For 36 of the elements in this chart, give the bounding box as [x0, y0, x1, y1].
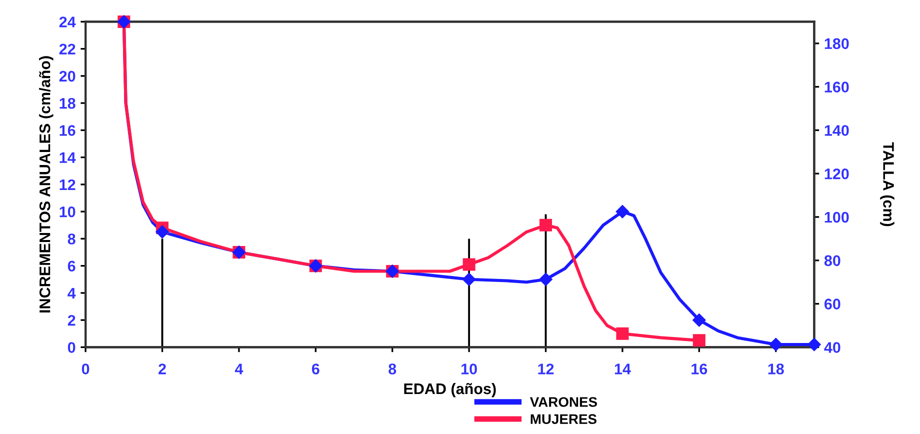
legend-label: VARONES [530, 397, 597, 407]
y-tick-label: 12 [60, 179, 76, 190]
x-tick-label: 0 [82, 364, 90, 374]
x-axis-title: EDAD (años) [404, 382, 496, 398]
y2-tick-label: 140 [824, 125, 849, 136]
y-tick-label: 22 [59, 44, 76, 54]
x-tick-label: 10 [462, 364, 477, 374]
y-tick-label: 14 [60, 152, 76, 163]
x-tick-label: 4 [234, 364, 244, 374]
y-tick-label: 6 [68, 260, 76, 272]
x-tick-label: 14 [614, 364, 631, 374]
y-tick-label: 4 [68, 288, 76, 298]
y-tick-label: 10 [60, 206, 76, 218]
y-axis-title: INCREMENTOS ANUALES (cm/año) [39, 56, 54, 312]
y2-tick-label: 40 [824, 342, 840, 353]
legend-label: MUJERES [530, 414, 596, 424]
y2-tick-label: 80 [824, 255, 840, 266]
y2-tick-label: 160 [824, 82, 849, 92]
y2-axis-title: TALLA (cm) [880, 142, 894, 226]
y2-tick-label: 60 [824, 298, 840, 310]
x-tick-label: 12 [538, 364, 554, 374]
y-tick-label: 20 [59, 70, 76, 82]
y2-tick-label: 180 [824, 38, 849, 50]
y-tick-label: 8 [68, 234, 76, 244]
x-tick-label: 2 [158, 364, 166, 374]
x-tick-label: 8 [388, 364, 396, 374]
x-tick-label: 6 [312, 364, 320, 374]
y2-tick-label: 120 [824, 168, 849, 180]
y-tick-label: 2 [68, 314, 76, 326]
y-tick-label: 16 [60, 125, 76, 136]
x-tick-label: 16 [692, 364, 708, 374]
y-tick-label: 18 [60, 98, 76, 109]
y2-tick-label: 100 [824, 212, 849, 223]
y-tick-label: 0 [68, 342, 76, 353]
x-tick-label: 18 [768, 364, 784, 374]
y-tick-label: 24 [59, 16, 76, 28]
